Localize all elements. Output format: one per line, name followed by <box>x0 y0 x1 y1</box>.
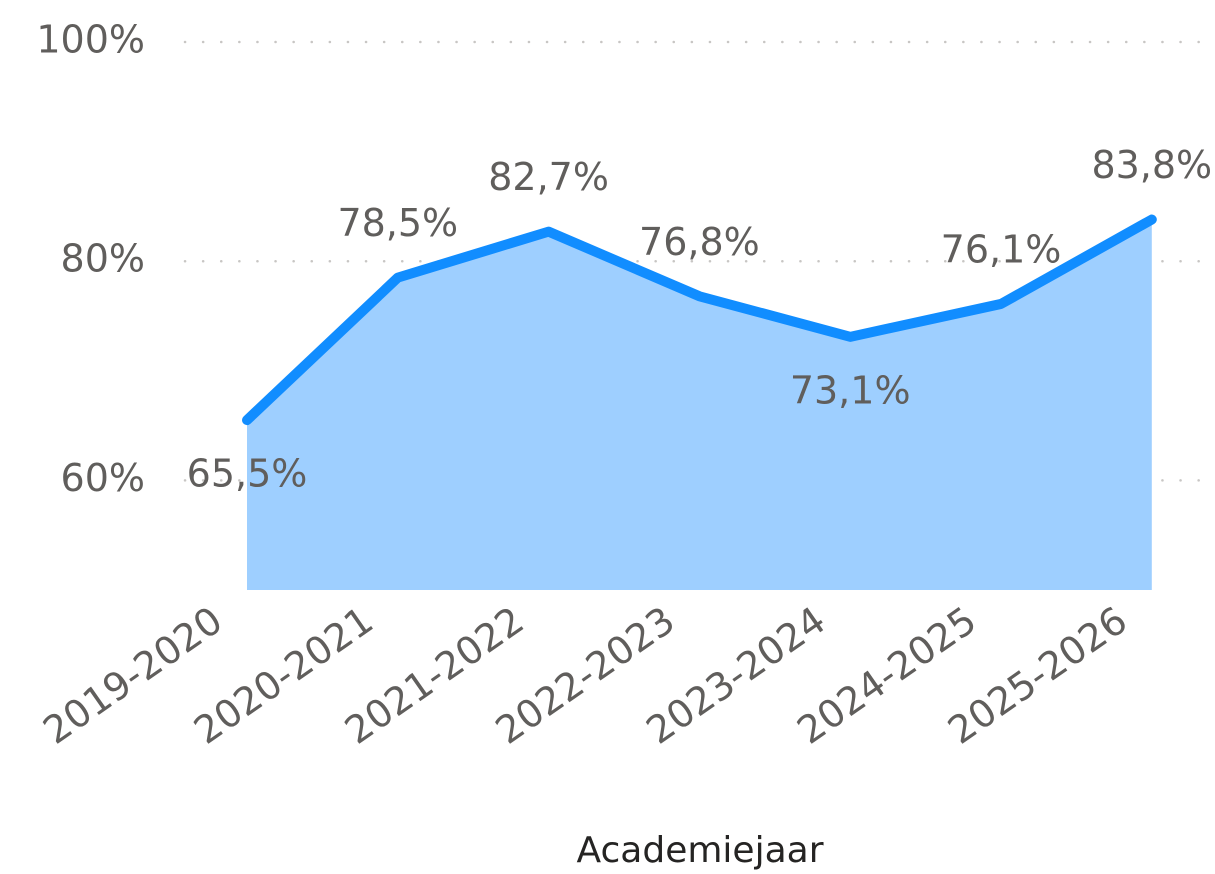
line <box>242 214 1157 426</box>
data-label: 76,8% <box>639 220 760 264</box>
y-tick-label: 100% <box>36 18 145 62</box>
data-label: 76,1% <box>941 227 1062 271</box>
data-label: 78,5% <box>337 201 458 245</box>
data-label: 82,7% <box>488 155 609 199</box>
data-label: 65,5% <box>187 452 308 496</box>
y-tick-label: 80% <box>61 237 145 281</box>
data-label: 73,1% <box>790 368 911 412</box>
area <box>247 219 1152 590</box>
x-axis-title: Academiejaar <box>577 830 824 871</box>
data-label: 83,8% <box>1091 143 1212 187</box>
y-tick-label: 60% <box>61 456 145 500</box>
